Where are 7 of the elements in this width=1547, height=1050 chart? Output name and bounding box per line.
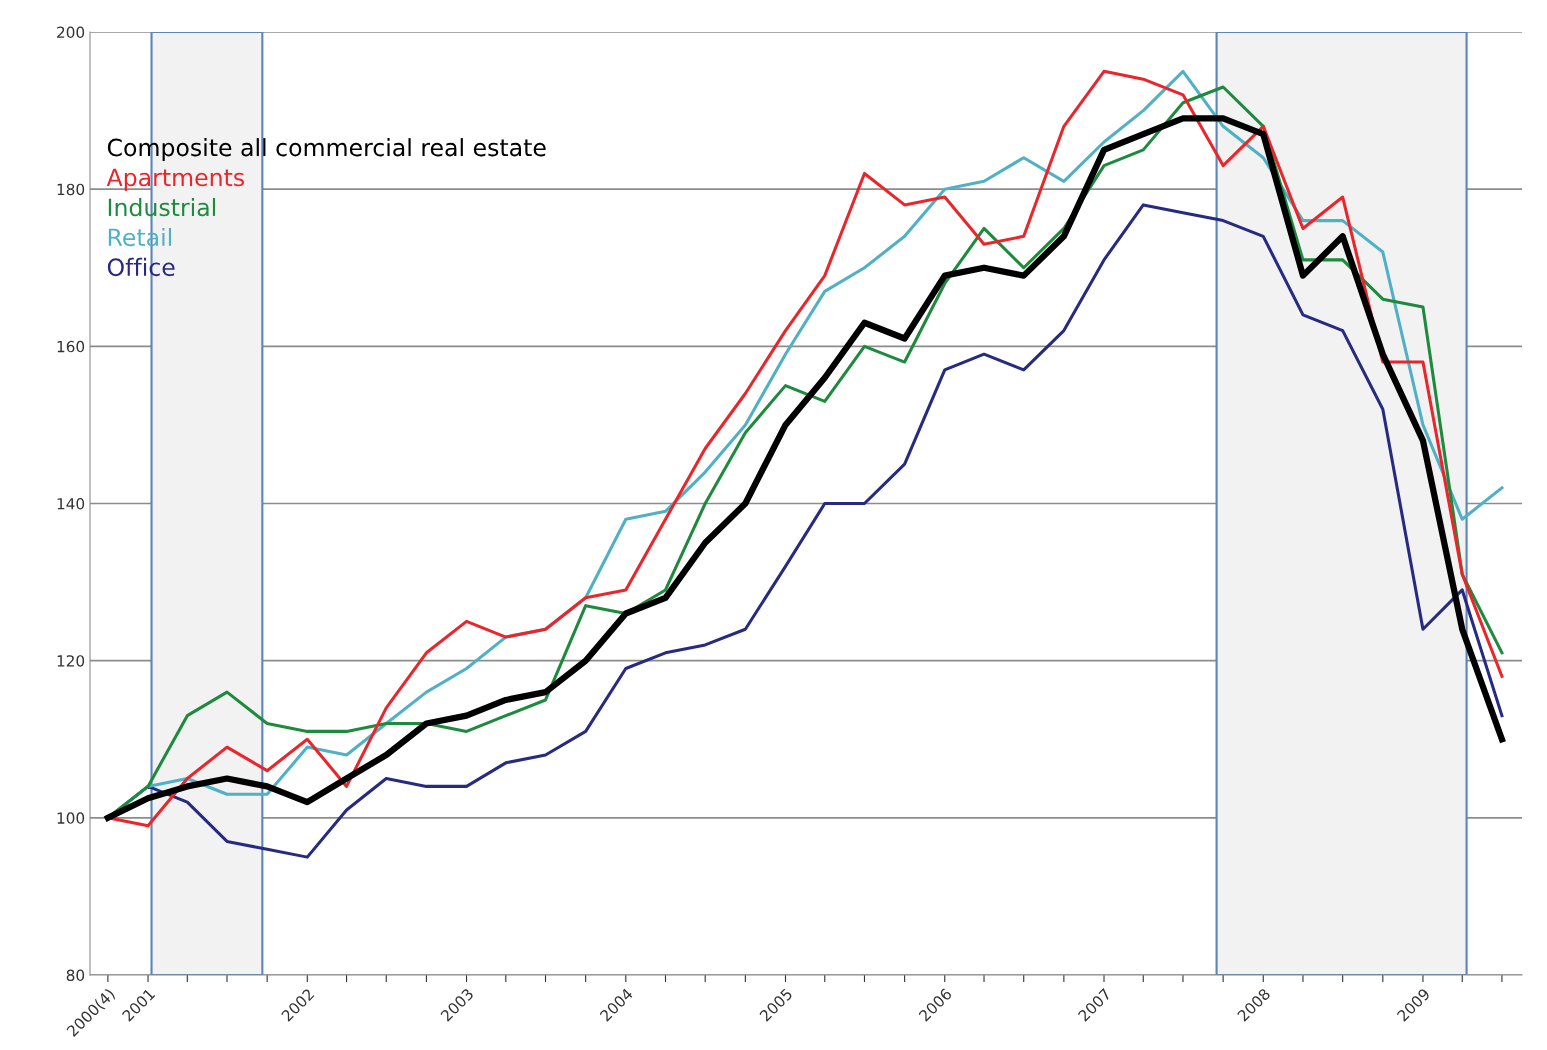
- y-tick-label: 180: [57, 183, 85, 196]
- y-tick-label: 140: [57, 497, 85, 510]
- y-tick-label: 160: [57, 340, 85, 353]
- y-tick-label: 120: [57, 655, 85, 667]
- y-tick-label: 200: [57, 26, 85, 39]
- y-tick-label: 100: [57, 812, 85, 824]
- y-tick-label: 80: [66, 969, 85, 982]
